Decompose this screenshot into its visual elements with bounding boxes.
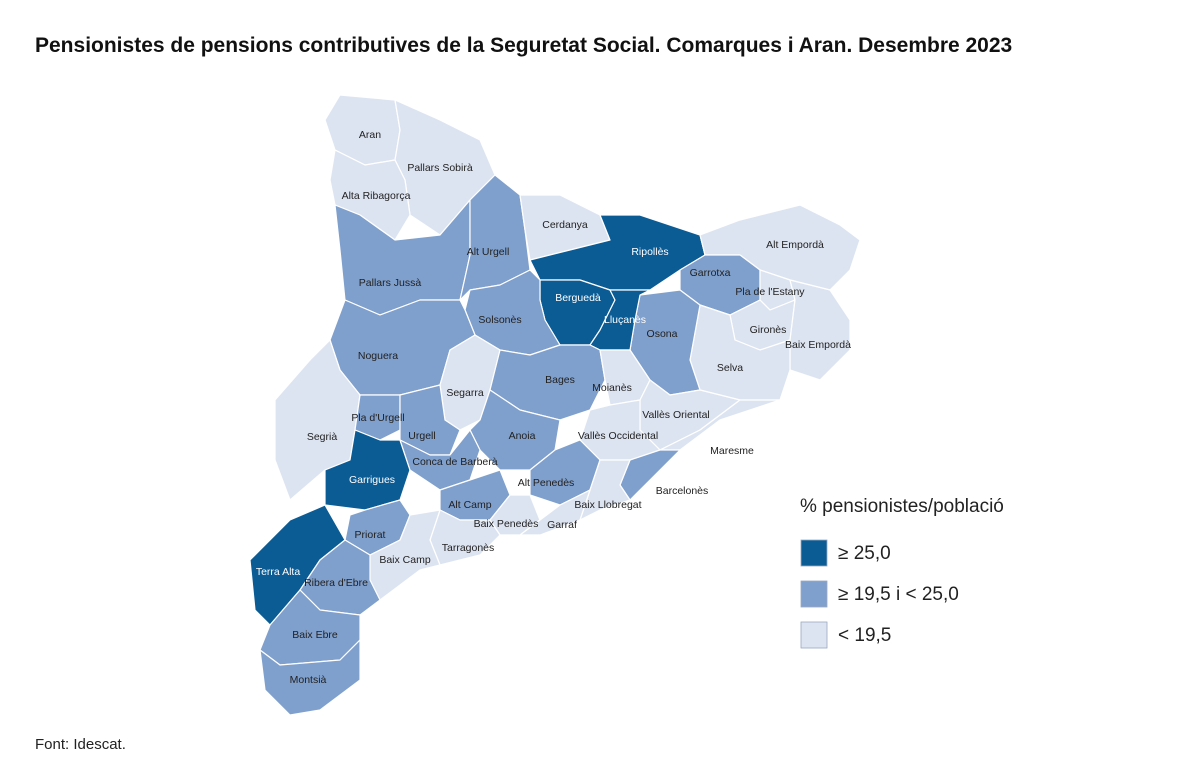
map-title: Pensionistes de pensions contributives d… bbox=[35, 34, 1013, 57]
region-label: Tarragonès bbox=[442, 542, 495, 554]
region-label: Ribera d'Ebre bbox=[304, 577, 368, 589]
region-label: Terra Alta bbox=[256, 566, 301, 578]
legend-label: < 19,5 bbox=[838, 625, 891, 646]
region-label: Vallès Occidental bbox=[578, 430, 658, 442]
region-label: Baix Llobregat bbox=[574, 499, 641, 511]
region-label: Moianès bbox=[592, 382, 632, 394]
region-label: Baix Empordà bbox=[785, 339, 851, 351]
region-label: Anoia bbox=[509, 430, 536, 442]
region-label: Montsià bbox=[290, 674, 327, 686]
region bbox=[469, 389, 561, 471]
region-label: Noguera bbox=[358, 350, 398, 362]
region-label: Pallars Jussà bbox=[359, 277, 422, 289]
region-label: Garrigues bbox=[349, 474, 395, 486]
legend-label: ≥ 25,0 bbox=[838, 543, 891, 564]
region-label: Cerdanya bbox=[542, 219, 588, 231]
region-label: Gironès bbox=[750, 324, 787, 336]
region-label: Alt Empordà bbox=[766, 239, 824, 251]
region-label: Alta Ribagorça bbox=[342, 190, 411, 202]
region-label: Alt Camp bbox=[448, 499, 491, 511]
region-label: Garraf bbox=[547, 519, 577, 531]
region-label: Pla de l'Estany bbox=[735, 286, 805, 298]
region bbox=[259, 639, 361, 716]
legend-title: % pensionistes/població bbox=[800, 496, 1004, 517]
region-label: Ripollès bbox=[631, 246, 668, 258]
legend-swatch bbox=[800, 539, 828, 567]
legend-swatch bbox=[800, 580, 828, 608]
region-label: Aran bbox=[359, 129, 381, 141]
regions bbox=[249, 94, 861, 716]
source: Font: Idescat. bbox=[35, 736, 126, 753]
legend-label: ≥ 19,5 i < 25,0 bbox=[838, 584, 959, 605]
region-label: Maresme bbox=[710, 445, 754, 457]
region-label: Conca de Barberà bbox=[412, 456, 497, 468]
region-label: Alt Urgell bbox=[467, 246, 510, 258]
region bbox=[399, 429, 481, 491]
region bbox=[329, 149, 411, 241]
region-label: Osona bbox=[647, 328, 678, 340]
region-label: Lluçanès bbox=[604, 314, 646, 326]
region-label: Garrotxa bbox=[690, 267, 731, 279]
region-label: Pla d'Urgell bbox=[351, 412, 404, 424]
region-label: Pallars Sobirà bbox=[407, 162, 473, 174]
region-label: Bages bbox=[545, 374, 575, 386]
region bbox=[519, 489, 591, 536]
region-label: Priorat bbox=[355, 529, 386, 541]
legend-swatch bbox=[800, 621, 828, 649]
region-label: Baix Ebre bbox=[292, 629, 338, 641]
region bbox=[354, 394, 401, 441]
region-label: Vallès Oriental bbox=[642, 409, 710, 421]
region-label: Alt Penedès bbox=[518, 477, 575, 489]
region-label: Segrià bbox=[307, 431, 338, 443]
region bbox=[789, 279, 851, 381]
region bbox=[364, 509, 441, 601]
region-label: Baix Camp bbox=[379, 554, 431, 566]
region-labels: Aran Pallars Sobirà Alta Ribagorça Pallars … bbox=[256, 129, 851, 686]
region-label: Baix Penedès bbox=[474, 518, 539, 530]
region-label: Urgell bbox=[408, 430, 435, 442]
region-label: Solsonès bbox=[478, 314, 521, 326]
region-label: Barcelonès bbox=[656, 485, 709, 497]
region-label: Segarra bbox=[446, 387, 484, 399]
region-label: Selva bbox=[717, 362, 743, 374]
region-label: Berguedà bbox=[555, 292, 601, 304]
